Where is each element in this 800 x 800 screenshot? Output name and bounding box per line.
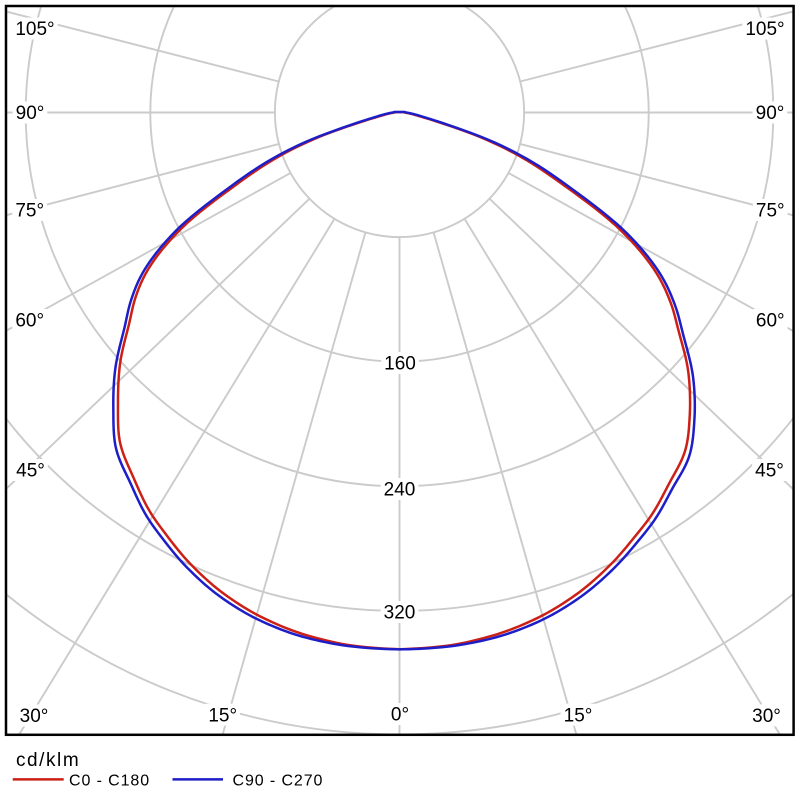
svg-text:15°: 15° [564, 705, 593, 726]
svg-text:cd/klm: cd/klm [16, 750, 80, 771]
svg-text:75°: 75° [756, 201, 785, 222]
svg-text:240: 240 [384, 480, 416, 501]
svg-text:90°: 90° [756, 103, 785, 124]
svg-text:105°: 105° [745, 19, 784, 40]
svg-text:30°: 30° [752, 706, 781, 727]
svg-text:45°: 45° [16, 461, 45, 482]
svg-text:105°: 105° [15, 19, 54, 40]
svg-text:320: 320 [384, 603, 416, 624]
svg-text:60°: 60° [15, 311, 44, 332]
svg-text:C0 - C180: C0 - C180 [69, 772, 150, 789]
svg-text:60°: 60° [756, 311, 785, 332]
svg-text:30°: 30° [20, 706, 49, 727]
svg-text:45°: 45° [755, 461, 784, 482]
svg-text:75°: 75° [15, 201, 44, 222]
svg-text:160: 160 [384, 354, 416, 375]
svg-text:0°: 0° [391, 705, 409, 726]
svg-text:90°: 90° [16, 103, 45, 124]
svg-text:15°: 15° [208, 705, 237, 726]
svg-text:C90 - C270: C90 - C270 [233, 772, 324, 789]
